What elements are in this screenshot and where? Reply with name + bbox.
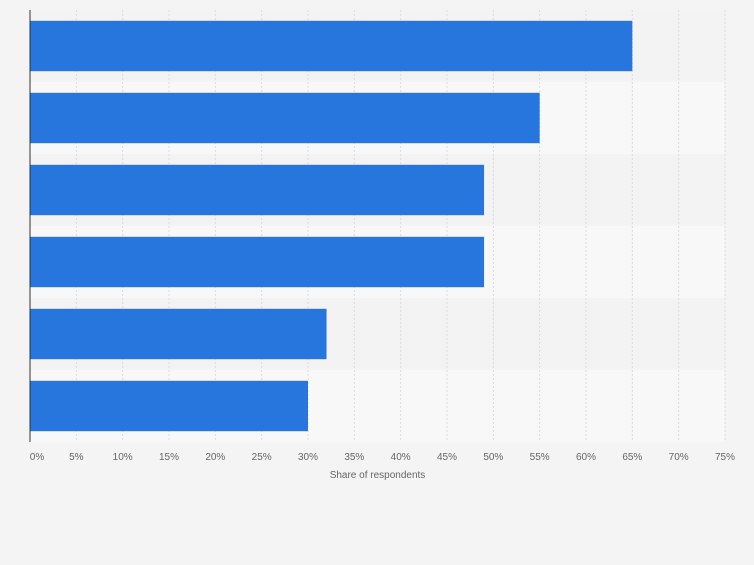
x-tick-label: 5% [69, 452, 84, 463]
x-tick-label: 65% [622, 452, 642, 463]
x-tick-labels: 0% 5% 10% 15% 20% 25% 30% 35% 40% 45% 50% 55% 60% 65%… [30, 452, 735, 463]
x-tick-label: 35% [344, 452, 364, 463]
x-tick-label: 20% [205, 452, 225, 463]
x-tick-label: 30% [298, 452, 318, 463]
x-tick-label: 15% [159, 452, 179, 463]
x-tick-label: 70% [669, 452, 689, 463]
x-tick-label: 25% [252, 452, 272, 463]
bar [30, 236, 485, 288]
bars [30, 20, 633, 432]
x-tick-label: 10% [113, 452, 133, 463]
gridlines [75, 10, 726, 442]
bar [30, 380, 308, 432]
x-tick-label: 50% [483, 452, 503, 463]
x-tick-label: 75% [715, 452, 735, 463]
x-tick-label: 0% [30, 452, 45, 463]
bar [30, 164, 485, 216]
x-tick-label: 55% [530, 452, 550, 463]
x-tick-label: 40% [391, 452, 411, 463]
x-tick-label: 60% [576, 452, 596, 463]
bar [30, 92, 540, 144]
x-tick-label: 45% [437, 452, 457, 463]
x-axis-title: Share of respondents [330, 470, 426, 481]
row-bands [30, 10, 725, 442]
bar [30, 308, 327, 360]
bar [30, 20, 633, 72]
